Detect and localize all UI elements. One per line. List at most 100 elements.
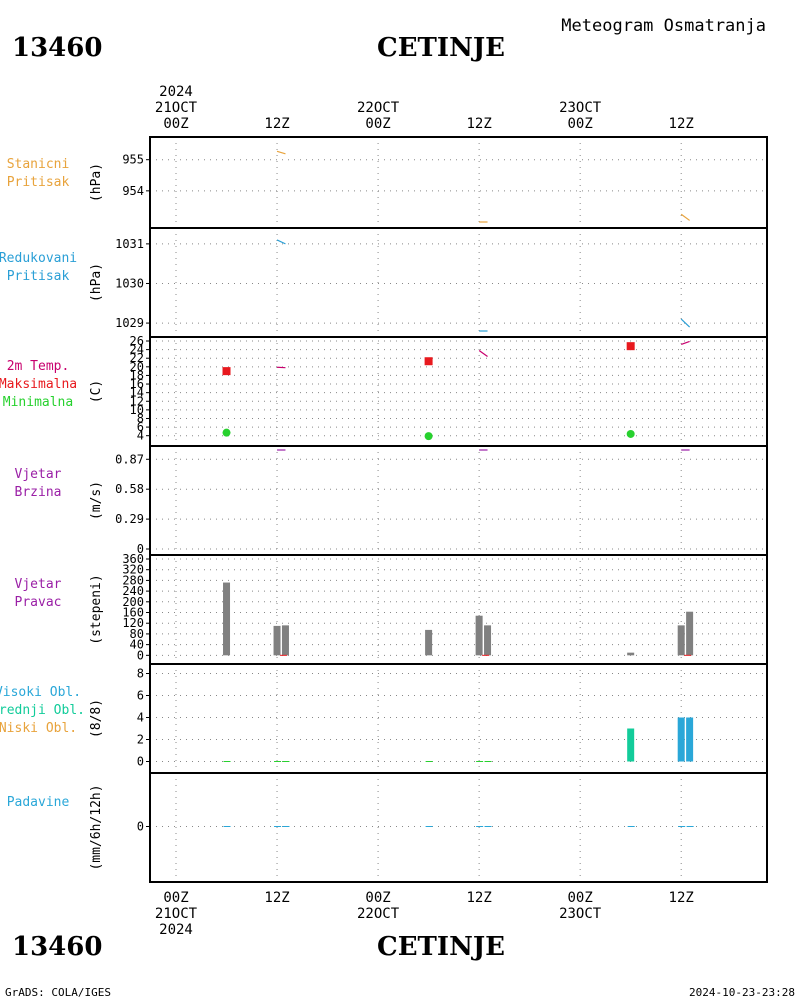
y-tick-label: 1030 <box>115 276 144 290</box>
station-name-bottom: CETINJE <box>377 932 505 962</box>
y-tick-label: 0 <box>137 542 144 556</box>
y-axis-title: (8/8) <box>89 699 104 738</box>
panel-label: Maksimalna <box>0 377 77 392</box>
y-tick-label: 200 <box>122 595 144 609</box>
y-tick-label: 8 <box>137 667 144 681</box>
bar <box>627 652 635 656</box>
panel-oblacnost: 0 2 4 6 8 (8/8) Visoki Obl. Srednji Obl. Niski O… <box>0 663 768 774</box>
panel-label: Stanicni <box>7 157 70 172</box>
y-tick-label: 120 <box>122 616 144 630</box>
max-temp-marker <box>424 357 433 366</box>
y-tick-label: 4 <box>137 429 144 443</box>
y-tick-label: 40 <box>130 638 144 652</box>
y-tick-label: 160 <box>122 606 144 620</box>
panel-stanicni: 954 955 (hPa) Stanicni Pritisak <box>7 136 768 229</box>
panel-label: Vjetar <box>15 577 62 592</box>
bar <box>223 582 231 656</box>
panel-frame <box>149 136 768 229</box>
y-tick-label: 6 <box>137 689 144 703</box>
y-tick-label: 0.29 <box>115 512 144 526</box>
panel-label: Srednji Obl. <box>0 703 85 718</box>
y-tick-label: 14 <box>130 386 144 400</box>
series-line <box>478 349 488 357</box>
bar <box>677 717 685 762</box>
time-axis-label: 21OCT <box>155 906 198 922</box>
bar <box>686 611 694 656</box>
y-axis-title: (stepeni) <box>89 574 104 644</box>
time-axis-label: 22OCT <box>357 100 400 116</box>
y-tick-label: 12 <box>130 394 144 408</box>
time-axis-label: 12Z <box>669 890 694 906</box>
timestamp-text: 2024-10-23-23:28 <box>689 986 795 999</box>
time-axis-label: 2024 <box>159 922 193 938</box>
bar <box>475 615 483 656</box>
panel-frame <box>149 554 768 665</box>
bar <box>686 717 694 762</box>
panel-frame <box>149 663 768 774</box>
panel-label: Redukovani <box>0 251 77 266</box>
y-tick-label: 0.58 <box>115 482 144 496</box>
panel-label: Pritisak <box>7 269 70 284</box>
time-axis-label: 23OCT <box>559 100 602 116</box>
panel-frame <box>149 336 768 447</box>
station-id-bottom: 13460 <box>12 932 102 962</box>
time-axis-label: 00Z <box>365 890 390 906</box>
credit-text: GrADS: COLA/IGES <box>5 986 111 999</box>
time-axis-label: 12Z <box>466 116 491 132</box>
y-tick-label: 1029 <box>115 316 144 330</box>
series-line <box>276 150 286 155</box>
time-axis-label: 00Z <box>163 890 188 906</box>
min-temp-marker <box>424 432 433 441</box>
panel-label: Visoki Obl. <box>0 685 81 700</box>
y-axis-title: (m/s) <box>89 481 104 520</box>
time-axis-label: 12Z <box>264 890 289 906</box>
y-tick-label: 4 <box>137 711 144 725</box>
y-tick-label: 0 <box>137 755 144 769</box>
bar <box>281 625 289 656</box>
y-tick-label: 0 <box>137 820 144 834</box>
time-axis-label: 12Z <box>264 116 289 132</box>
panel-padavine: 0 (mm/6h/12h) Padavine <box>7 772 768 883</box>
bar <box>627 728 635 762</box>
panel-label: Padavine <box>7 795 70 810</box>
time-axis-label: 21OCT <box>155 100 198 116</box>
time-axis-label: 12Z <box>669 116 694 132</box>
y-tick-label: 280 <box>122 573 144 587</box>
panel-label: Pravac <box>15 595 62 610</box>
series-line <box>680 340 690 346</box>
y-tick-label: 6 <box>137 420 144 434</box>
y-tick-label: 26 <box>130 334 144 348</box>
station-id-top: 13460 <box>12 33 102 63</box>
y-tick-label: 24 <box>130 343 144 357</box>
time-axis-label: 22OCT <box>357 906 400 922</box>
time-axis-label: 23OCT <box>559 906 602 922</box>
y-tick-label: 954 <box>122 184 144 198</box>
panel-label: Pritisak <box>7 175 70 190</box>
panel-label: Minimalna <box>3 395 73 410</box>
time-axis-label: 2024 <box>159 84 193 100</box>
panel-brzina: 0 0.29 0.58 0.87 (m/s) Vjetar Brzina <box>15 445 768 556</box>
y-tick-label: 20 <box>130 360 144 374</box>
panel-frame <box>149 772 768 883</box>
y-axis-title: (hPa) <box>89 263 104 302</box>
product-title: Meteogram Osmatranja <box>561 16 766 36</box>
footer: 13460 CETINJE GrADS: COLA/IGES 2024-10-2… <box>5 932 795 999</box>
bar <box>425 629 433 656</box>
bar <box>273 625 281 656</box>
y-tick-label: 8 <box>137 411 144 425</box>
series-line <box>680 318 691 328</box>
y-axis-title: (C) <box>89 380 104 403</box>
y-tick-label: 955 <box>122 153 144 167</box>
series-line <box>276 239 286 245</box>
y-tick-label: 320 <box>122 563 144 577</box>
y-tick-label: 240 <box>122 584 144 598</box>
time-axis-label: 12Z <box>466 890 491 906</box>
bar <box>677 625 685 656</box>
y-tick-label: 2 <box>137 733 144 747</box>
series-line <box>680 213 690 221</box>
y-axis-title: (mm/6h/12h) <box>89 784 104 870</box>
